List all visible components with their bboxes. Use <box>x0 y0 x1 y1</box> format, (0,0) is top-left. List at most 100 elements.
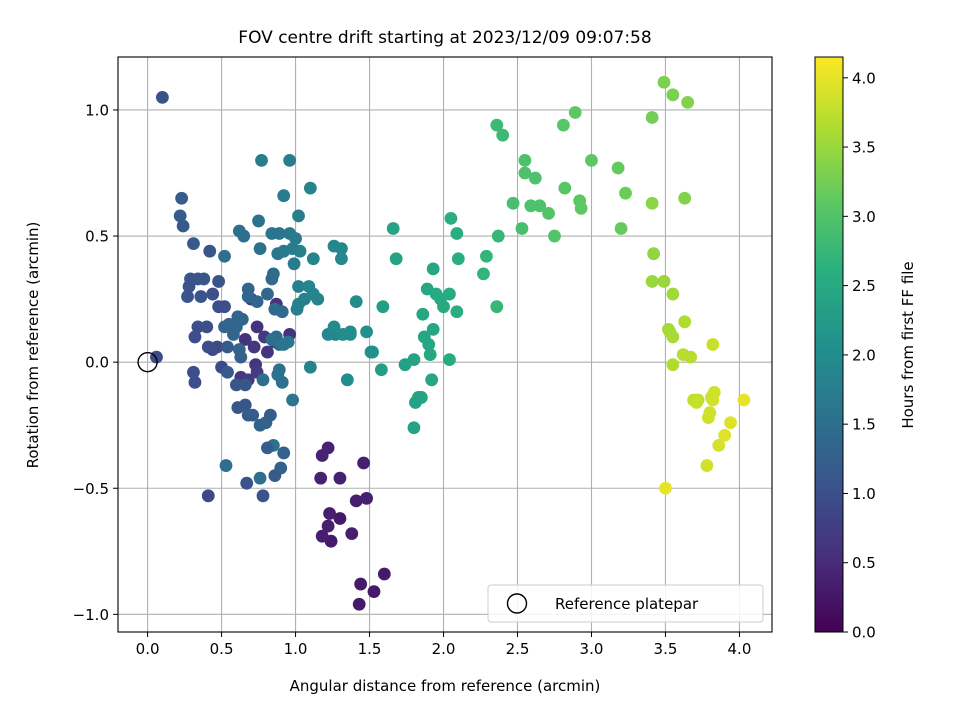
data-point <box>290 302 304 316</box>
data-point <box>528 171 542 185</box>
data-point <box>352 597 366 611</box>
data-point <box>221 340 234 354</box>
colorbar-tick-label: 2.0 <box>852 346 876 364</box>
data-point <box>407 421 421 435</box>
data-point <box>277 189 291 203</box>
data-point <box>349 295 363 309</box>
data-point <box>266 267 280 281</box>
data-point <box>657 275 671 288</box>
data-point <box>229 378 243 392</box>
colorbar-tick-label: 2.5 <box>852 277 876 295</box>
data-points <box>150 75 751 611</box>
data-point <box>238 378 252 392</box>
data-point <box>250 320 264 334</box>
data-point <box>256 489 270 503</box>
colorbar-tick-label: 0.0 <box>852 624 876 642</box>
data-point <box>206 287 220 301</box>
data-point <box>360 325 373 339</box>
data-point <box>450 227 464 240</box>
data-point <box>556 118 570 132</box>
data-point <box>264 408 277 422</box>
data-point <box>175 191 189 205</box>
data-point <box>678 315 692 329</box>
data-point <box>212 275 226 288</box>
data-point <box>690 396 703 409</box>
data-point <box>681 95 695 109</box>
data-point <box>422 338 436 351</box>
data-point <box>663 325 677 339</box>
data-point <box>187 365 200 379</box>
data-point <box>241 282 255 296</box>
data-point <box>374 363 388 377</box>
data-point <box>645 111 659 124</box>
data-point <box>188 375 202 389</box>
data-point <box>724 416 737 430</box>
data-point <box>333 471 347 485</box>
data-point <box>416 307 430 321</box>
data-point <box>518 166 532 180</box>
data-point <box>426 262 440 276</box>
data-point <box>659 481 672 495</box>
data-point <box>231 310 245 324</box>
data-point <box>252 214 265 228</box>
data-point <box>327 239 341 253</box>
x-axis-ticks: 0.0 0.5 1.0 1.5 2.0 2.5 3.0 3.5 4.0 <box>136 632 752 658</box>
data-point <box>292 280 305 293</box>
data-point <box>187 237 200 251</box>
reference-marker <box>137 351 158 373</box>
data-point <box>425 373 439 387</box>
data-point <box>237 229 251 243</box>
data-point <box>574 201 588 215</box>
data-point <box>311 292 325 306</box>
data-point <box>647 247 661 261</box>
reference-point-marker <box>137 351 158 373</box>
y-tick-label: −1.0 <box>73 606 109 624</box>
x-tick-label: 4.0 <box>728 640 752 658</box>
data-point <box>357 456 371 470</box>
data-point <box>315 529 329 543</box>
x-tick-label: 2.5 <box>506 640 530 658</box>
colorbar-tick-label: 1.5 <box>852 416 876 434</box>
data-point <box>333 512 347 525</box>
data-point <box>389 252 403 266</box>
x-tick-label: 0.5 <box>210 640 234 658</box>
data-point <box>327 320 341 334</box>
data-point <box>219 459 233 472</box>
data-point <box>261 287 274 301</box>
data-point <box>335 252 348 266</box>
data-point <box>707 386 721 399</box>
data-point <box>377 567 391 581</box>
data-point <box>386 222 400 235</box>
data-point <box>197 272 211 286</box>
data-point <box>203 244 217 258</box>
data-point <box>234 350 248 364</box>
data-point <box>321 441 335 455</box>
y-tick-label: −0.5 <box>73 480 109 498</box>
chart-title: FOV centre drift starting at 2023/12/09 … <box>238 28 651 48</box>
data-point <box>261 441 274 455</box>
data-point <box>323 507 336 520</box>
data-point <box>246 408 260 422</box>
data-point <box>423 348 437 361</box>
data-point <box>272 227 286 240</box>
data-point <box>666 358 680 372</box>
data-point <box>194 290 208 303</box>
data-point <box>490 118 504 132</box>
data-point <box>706 338 720 351</box>
data-point <box>712 438 726 452</box>
plot-frame <box>117 56 773 633</box>
data-point <box>306 252 320 266</box>
data-point <box>407 353 421 367</box>
data-point <box>376 300 390 314</box>
x-tick-label: 2.0 <box>432 640 456 658</box>
data-point <box>366 345 379 359</box>
data-point <box>437 300 450 314</box>
data-point <box>191 320 205 334</box>
data-point <box>737 393 751 407</box>
data-point <box>182 280 196 293</box>
data-point <box>585 153 598 167</box>
y-tick-label: 0.5 <box>85 228 109 246</box>
data-point <box>611 161 625 175</box>
data-point <box>703 406 717 419</box>
data-point <box>303 360 317 374</box>
